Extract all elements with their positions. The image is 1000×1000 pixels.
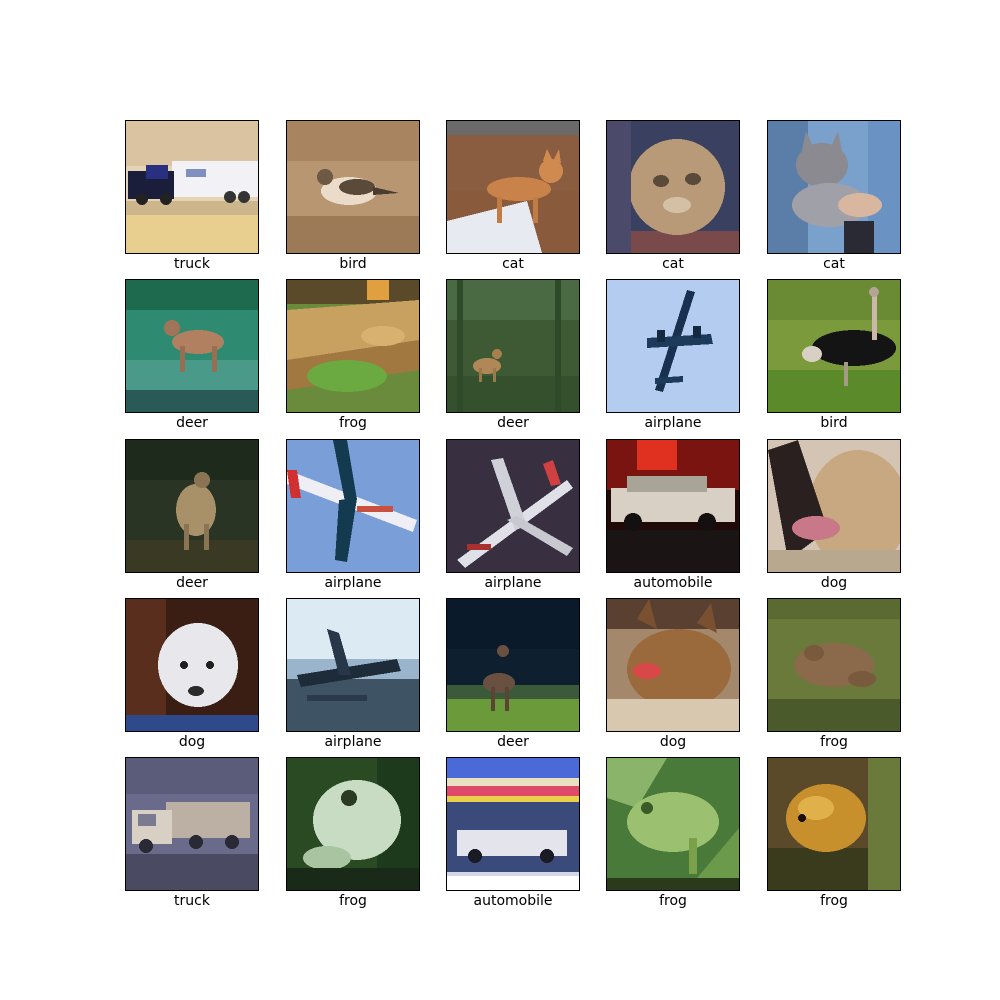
image-cell: cat bbox=[606, 120, 740, 280]
thumbnail-frog-pale bbox=[286, 757, 420, 891]
image-cell: airplane bbox=[606, 279, 740, 439]
thumbnail-dog-closeup bbox=[767, 439, 901, 573]
image-label: deer bbox=[497, 415, 529, 431]
image-label: frog bbox=[339, 893, 367, 909]
thumbnail-cat-held bbox=[767, 120, 901, 254]
image-cell: automobile bbox=[606, 439, 740, 599]
thumbnail-car-poster bbox=[446, 757, 580, 891]
image-cell: dog bbox=[767, 439, 901, 599]
image-cell: frog bbox=[767, 598, 901, 758]
image-cell: airplane bbox=[446, 439, 580, 599]
thumbnail-airplane-blue bbox=[286, 439, 420, 573]
image-label: cat bbox=[662, 256, 684, 272]
image-cell: cat bbox=[767, 120, 901, 280]
thumbnail-airplane-sky bbox=[606, 279, 740, 413]
image-cell: deer bbox=[446, 279, 580, 439]
thumbnail-frog-green bbox=[606, 757, 740, 891]
thumbnail-car-red bbox=[606, 439, 740, 573]
thumbnail-frog-moss bbox=[767, 598, 901, 732]
thumbnail-frog-orange bbox=[767, 757, 901, 891]
image-label: frog bbox=[820, 734, 848, 750]
image-cell: airplane bbox=[286, 439, 420, 599]
image-cell: deer bbox=[446, 598, 580, 758]
thumbnail-deer-dark bbox=[125, 439, 259, 573]
thumbnail-ostrich bbox=[767, 279, 901, 413]
image-cell: automobile bbox=[446, 757, 580, 917]
image-label: deer bbox=[176, 415, 208, 431]
thumbnail-truck-gray bbox=[125, 757, 259, 891]
image-cell: deer bbox=[125, 279, 259, 439]
image-label: truck bbox=[174, 256, 210, 272]
thumbnail-truck bbox=[125, 120, 259, 254]
image-cell: truck bbox=[125, 120, 259, 280]
image-cell: bird bbox=[286, 120, 420, 280]
thumbnail-deer-green bbox=[125, 279, 259, 413]
image-cell: bird bbox=[767, 279, 901, 439]
image-label: frog bbox=[820, 893, 848, 909]
thumbnail-airplane-dark bbox=[446, 439, 580, 573]
image-label: cat bbox=[502, 256, 524, 272]
image-label: cat bbox=[823, 256, 845, 272]
image-label: bird bbox=[820, 415, 848, 431]
image-label: automobile bbox=[633, 575, 713, 591]
image-cell: frog bbox=[286, 757, 420, 917]
thumbnail-frog-brown bbox=[286, 279, 420, 413]
image-cell: frog bbox=[286, 279, 420, 439]
image-label: truck bbox=[174, 893, 210, 909]
image-label: airplane bbox=[324, 575, 382, 591]
image-cell: deer bbox=[125, 439, 259, 599]
image-label: airplane bbox=[324, 734, 382, 750]
image-label: frog bbox=[659, 893, 687, 909]
thumbnail-deer-night bbox=[446, 598, 580, 732]
image-label: dog bbox=[820, 575, 848, 591]
image-label: airplane bbox=[484, 575, 542, 591]
image-label: dog bbox=[178, 734, 206, 750]
thumbnail-seaplane bbox=[286, 598, 420, 732]
image-cell: dog bbox=[125, 598, 259, 758]
image-label: deer bbox=[176, 575, 208, 591]
image-label: automobile bbox=[473, 893, 553, 909]
image-label: bird bbox=[339, 256, 367, 272]
image-cell: dog bbox=[606, 598, 740, 758]
image-label: frog bbox=[339, 415, 367, 431]
thumbnail-dog-yorkie bbox=[606, 598, 740, 732]
image-cell: airplane bbox=[286, 598, 420, 758]
image-cell: cat bbox=[446, 120, 580, 280]
thumbnail-cat-closeup bbox=[606, 120, 740, 254]
thumbnail-deer-forest bbox=[446, 279, 580, 413]
thumbnail-bird bbox=[286, 120, 420, 254]
thumbnail-cat-tabletop bbox=[446, 120, 580, 254]
image-cell: truck bbox=[125, 757, 259, 917]
image-cell: frog bbox=[606, 757, 740, 917]
image-cell: frog bbox=[767, 757, 901, 917]
thumbnail-dog-white bbox=[125, 598, 259, 732]
image-label: airplane bbox=[644, 415, 702, 431]
image-label: dog bbox=[659, 734, 687, 750]
image-label: deer bbox=[497, 734, 529, 750]
